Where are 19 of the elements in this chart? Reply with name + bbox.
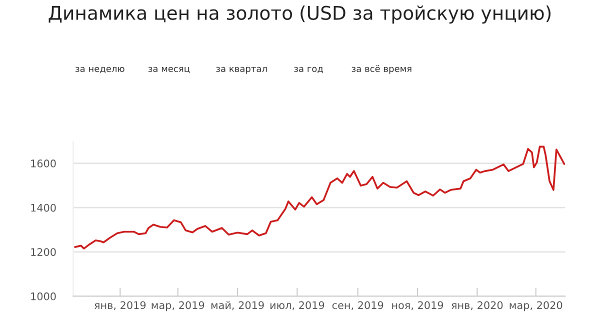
text: за квартал [216, 66, 267, 74]
chart-title: Динамика цен на золото (USD за тройскую унцию) [48, 5, 551, 24]
text: за год [294, 66, 323, 74]
y-tick-label: 1000 [31, 292, 56, 300]
text: за неделю [76, 66, 124, 74]
line-series [74, 146, 566, 250]
x-tick-label: ноя, 2019 [392, 301, 444, 310]
x-tick-label: июл, 2019 [270, 301, 324, 310]
y-tick-label: 1600 [31, 160, 56, 168]
x-tick-label: сен, 2019 [332, 301, 384, 310]
y-tick-label: 1200 [31, 248, 56, 256]
x-tick-label: янв, 2019 [94, 301, 146, 310]
y-tick-label: 1400 [31, 204, 56, 212]
x-tick-label: янв, 2020 [452, 301, 503, 310]
text: за месяц [148, 66, 190, 74]
text: за всё время [352, 65, 412, 74]
x-tick-label: мар, 2019 [152, 301, 204, 312]
x-tick-label: май, 2019 [211, 301, 264, 310]
x-tick-label: мар, 2020 [510, 301, 562, 312]
